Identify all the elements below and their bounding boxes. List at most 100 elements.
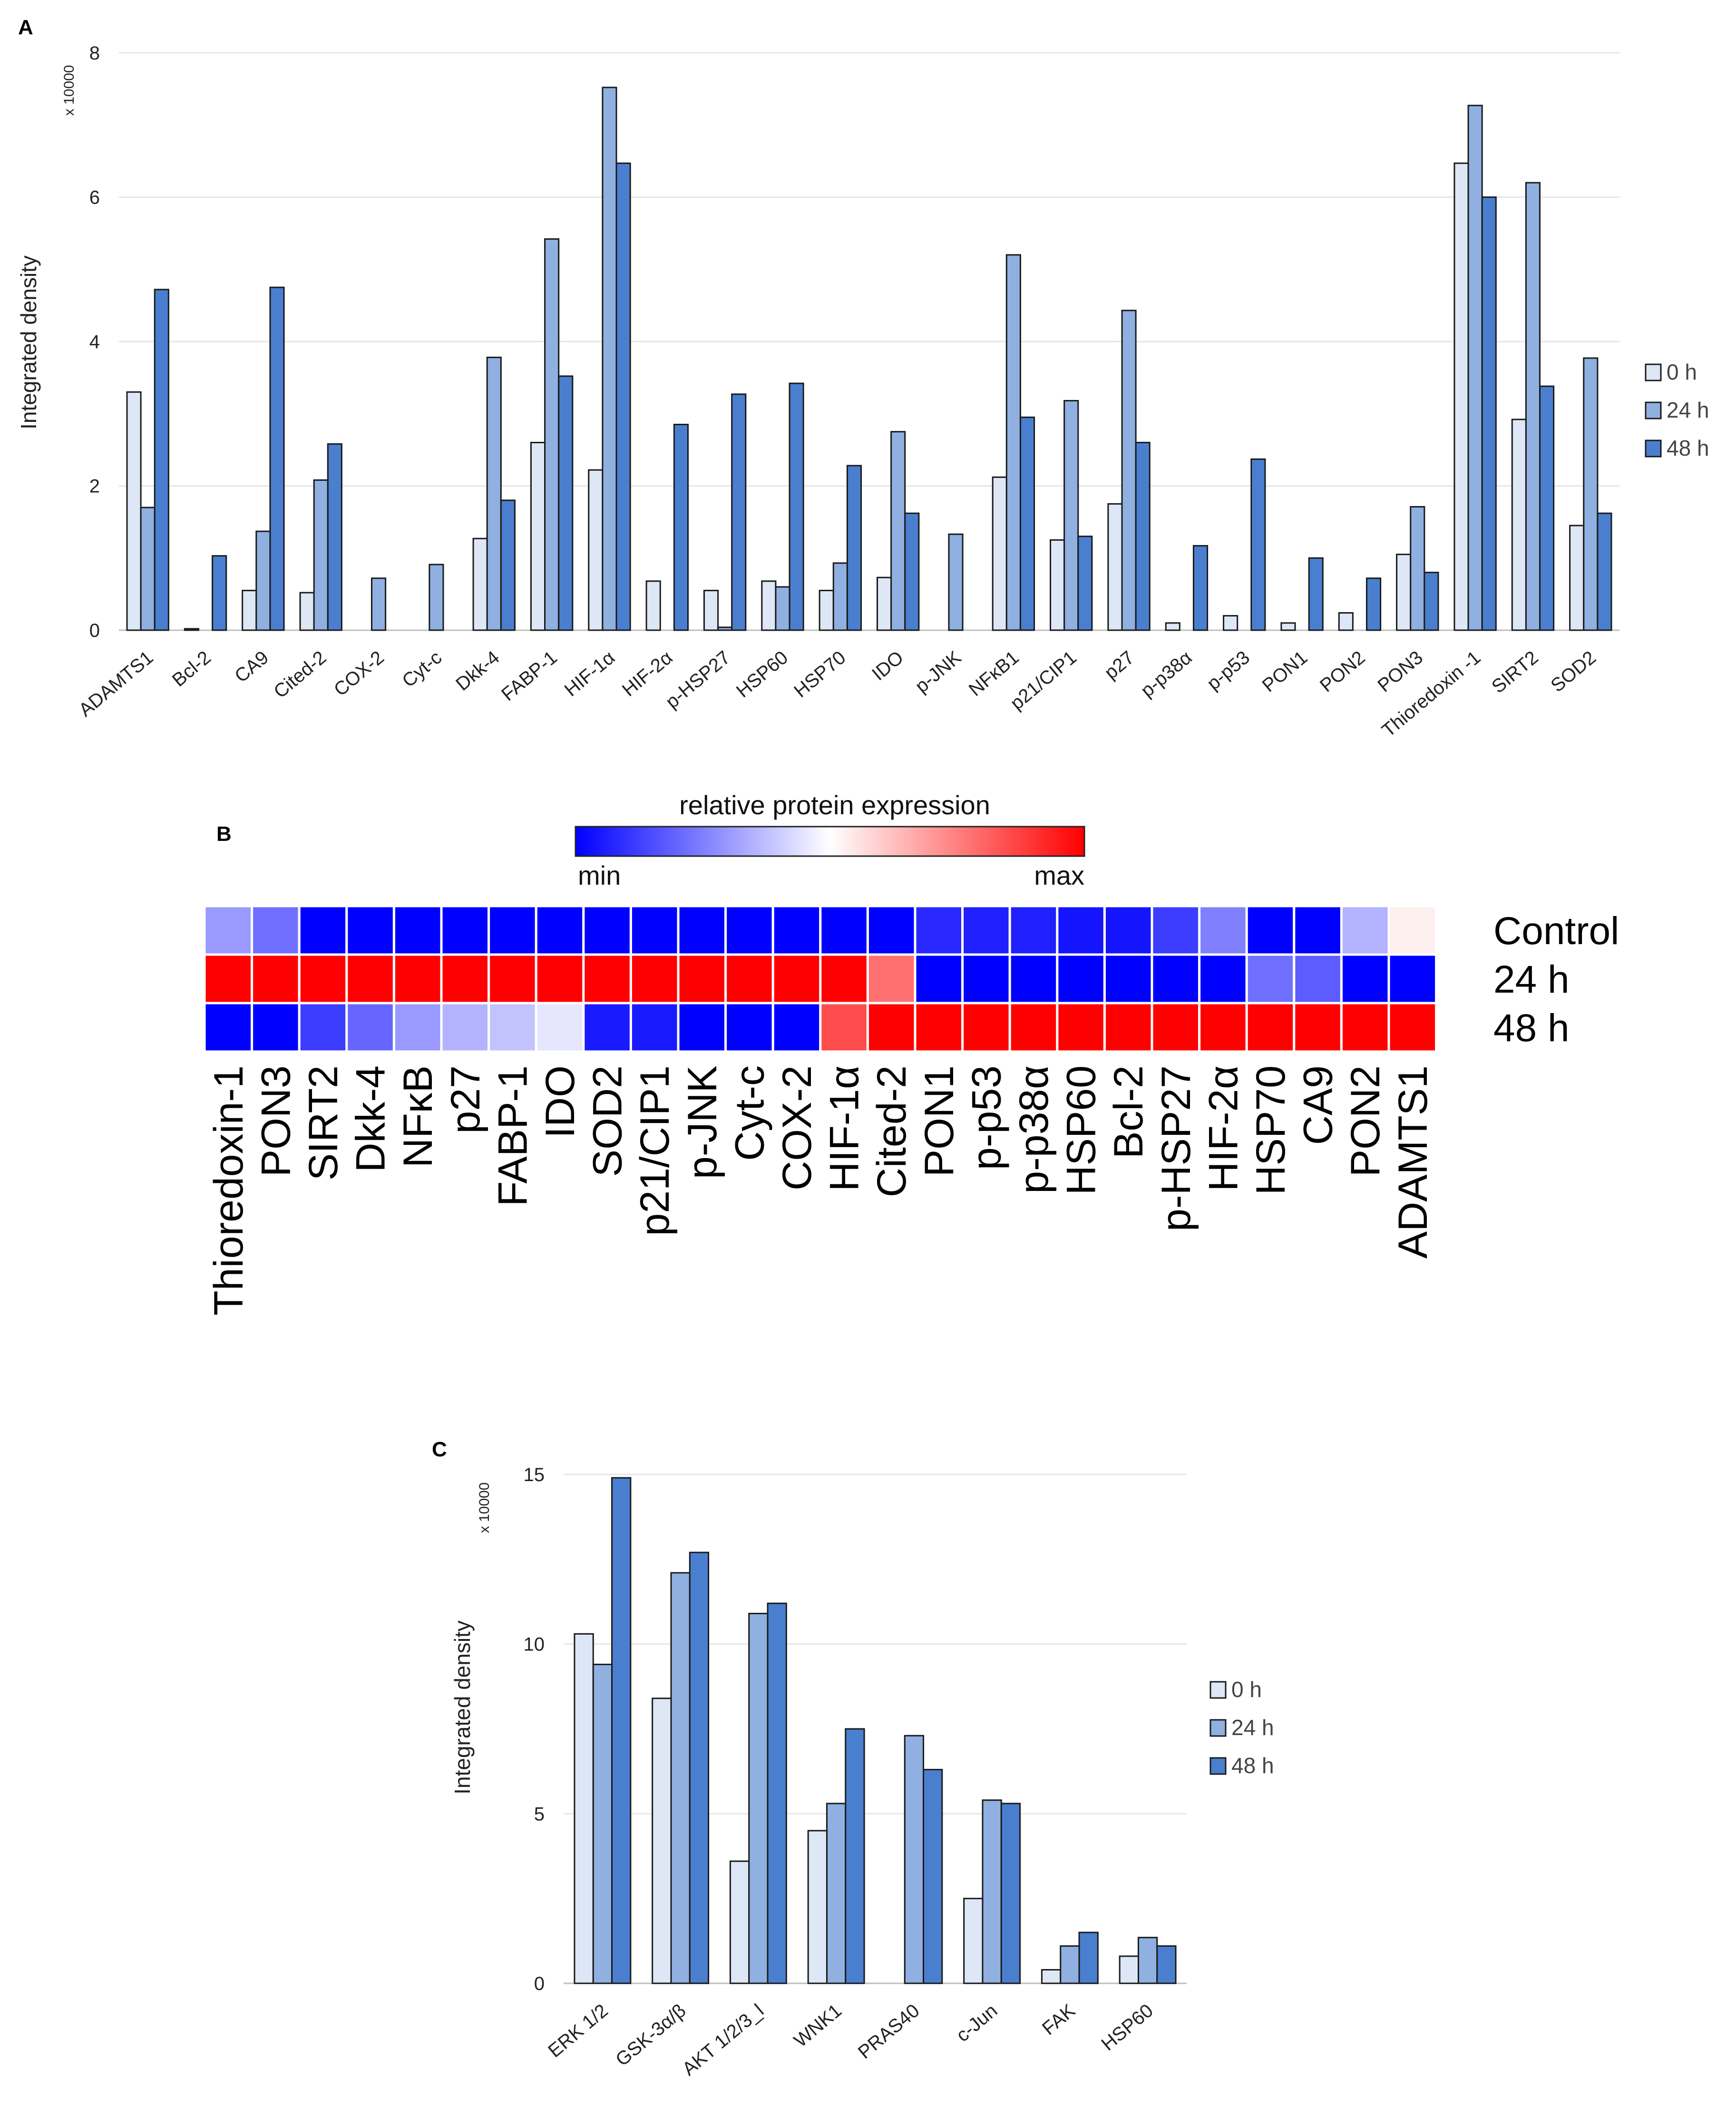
chart-a-bar [588, 469, 604, 631]
chart-a-category-label: COX-2 [330, 647, 388, 700]
chart-c-ytick-label: 5 [534, 1804, 545, 1824]
heatmap-cell [1056, 1002, 1106, 1053]
heatmap-cell [203, 953, 254, 1005]
chart-c-legend-label: 24 h [1231, 1715, 1274, 1740]
chart-a-bar [1366, 577, 1382, 631]
chart-a-legend-label: 24 h [1667, 398, 1709, 422]
heatmap-column-label: p21/CIP1 [632, 1065, 678, 1236]
heatmap-row-label: 48 h [1493, 1006, 1570, 1050]
heatmap-row-label: Control [1493, 909, 1619, 953]
chart-a-bar [486, 356, 502, 631]
chart-c-bar [845, 1728, 865, 1984]
heatmap-cell [724, 1002, 774, 1053]
heatmap-column-label: p-HSP27 [1153, 1065, 1199, 1231]
chart-a-category-label: Thioredoxin -1 [1378, 647, 1484, 741]
chart-a-category-label: SOD2 [1547, 647, 1600, 696]
heatmap-column-label: PON3 [253, 1065, 299, 1177]
chart-a-bar [544, 238, 560, 631]
heatmap-cell [677, 953, 727, 1005]
chart-a-bar [1453, 162, 1469, 631]
chart-a-bar [1077, 536, 1093, 631]
heatmap-cell [345, 953, 395, 1005]
chart-a-bar [1597, 512, 1612, 631]
chart-c-y-axis-title: Integrated density [450, 1620, 475, 1795]
chart-c-legend-swatch [1209, 1719, 1227, 1737]
chart-c: 0 5 10 15 Cx 10000 Integrated density ERK 1/2 G… [432, 1438, 1274, 2080]
chart-b-title: relative protein expression [679, 790, 990, 820]
chart-b-min-label: min [578, 860, 621, 890]
chart-c-bar [729, 1860, 750, 1984]
chart-c-category-label: AKT 1/2/3_l [678, 2000, 768, 2080]
heatmap-cell [298, 905, 348, 956]
heatmap-cell [345, 905, 395, 956]
chart-a-category-label: HIF-1α [561, 647, 619, 701]
chart-a-bar [313, 479, 329, 631]
heatmap-cell [1387, 905, 1438, 956]
heatmap-cell [488, 953, 537, 1005]
chart-a-bar [1280, 622, 1296, 631]
chart-a-bar [1005, 254, 1021, 631]
chart-a-bar [1539, 385, 1555, 631]
heatmap-cell [771, 1002, 822, 1053]
chart-c-bar [689, 1551, 710, 1984]
heatmap-column-label: Thioredoxin-1 [206, 1065, 252, 1316]
chart-a-bar [731, 393, 747, 631]
heatmap-cell [677, 1002, 727, 1053]
chart-a-bar [1107, 503, 1123, 631]
heatmap-cell [914, 905, 964, 956]
heatmap-cell [724, 953, 774, 1005]
chart-a-bar [1223, 615, 1239, 631]
heatmap-cell [1008, 1002, 1059, 1053]
chart-a-bar [832, 562, 848, 631]
chart-c-panel-label: C [432, 1438, 447, 1461]
chart-a-bar [1308, 557, 1324, 631]
heatmap-column-label: PON1 [917, 1065, 962, 1177]
chart-a-category-label: CA9 [231, 647, 273, 687]
chart-a-bar [371, 577, 387, 631]
heatmap-cell [203, 905, 254, 956]
heatmap-cell [1198, 905, 1248, 956]
heatmap-cell [251, 953, 301, 1005]
heatmap-cell [1198, 953, 1248, 1005]
chart-c-ytick-label: 0 [534, 1973, 545, 1994]
chart-a-bar [1063, 400, 1079, 631]
chart-a-bar [904, 512, 920, 631]
chart-a-bar [1250, 458, 1266, 631]
chart-a-bar [819, 590, 834, 631]
chart-a-multiplier: x 10000 [61, 65, 77, 116]
chart-a-category-label: PON2 [1316, 647, 1369, 696]
chart-c-bar [807, 1830, 828, 1984]
chart-c-bar [652, 1697, 672, 1984]
chart-c-bar [963, 1898, 984, 1984]
chart-c-category-label: ERK 1/2 [544, 2000, 612, 2061]
chart-a-category-label: p-JNK [911, 647, 966, 697]
chart-a-category-label: FABP-1 [497, 647, 561, 705]
heatmap-cell [251, 1002, 301, 1053]
heatmap-cell [866, 953, 917, 1005]
heatmap-cell [1008, 953, 1059, 1005]
chart-a-bar [1424, 572, 1439, 631]
heatmap-cell [914, 1002, 964, 1053]
chart-a-bar [1511, 419, 1527, 631]
chart-c-ytick-label: 15 [524, 1464, 545, 1485]
heatmap-cell [392, 905, 443, 956]
heatmap-cell [535, 953, 585, 1005]
chart-c-bar [1119, 1955, 1139, 1984]
heatmap-cell [1103, 905, 1153, 956]
heatmap-cell [629, 953, 680, 1005]
chart-a-bar [1165, 622, 1180, 631]
heatmap-cell [203, 1002, 254, 1053]
chart-a-bar [212, 555, 227, 631]
heatmap-cell [1245, 953, 1296, 1005]
chart-c-bar [748, 1612, 769, 1984]
chart-a-bar [299, 592, 315, 631]
heatmap-cell [345, 1002, 395, 1053]
chart-a-bar [1019, 416, 1035, 631]
chart-a-bar [1467, 105, 1483, 631]
heatmap-column-label: HSP70 [1248, 1065, 1294, 1195]
chart-a-category-label: HSP70 [790, 647, 849, 702]
chart-a-category-label: Cyt-c [398, 647, 446, 692]
chart-a-bar [1050, 539, 1065, 631]
chart-c-bar [1041, 1969, 1062, 1984]
chart-c-category-label: c-Jun [952, 2000, 1001, 2046]
